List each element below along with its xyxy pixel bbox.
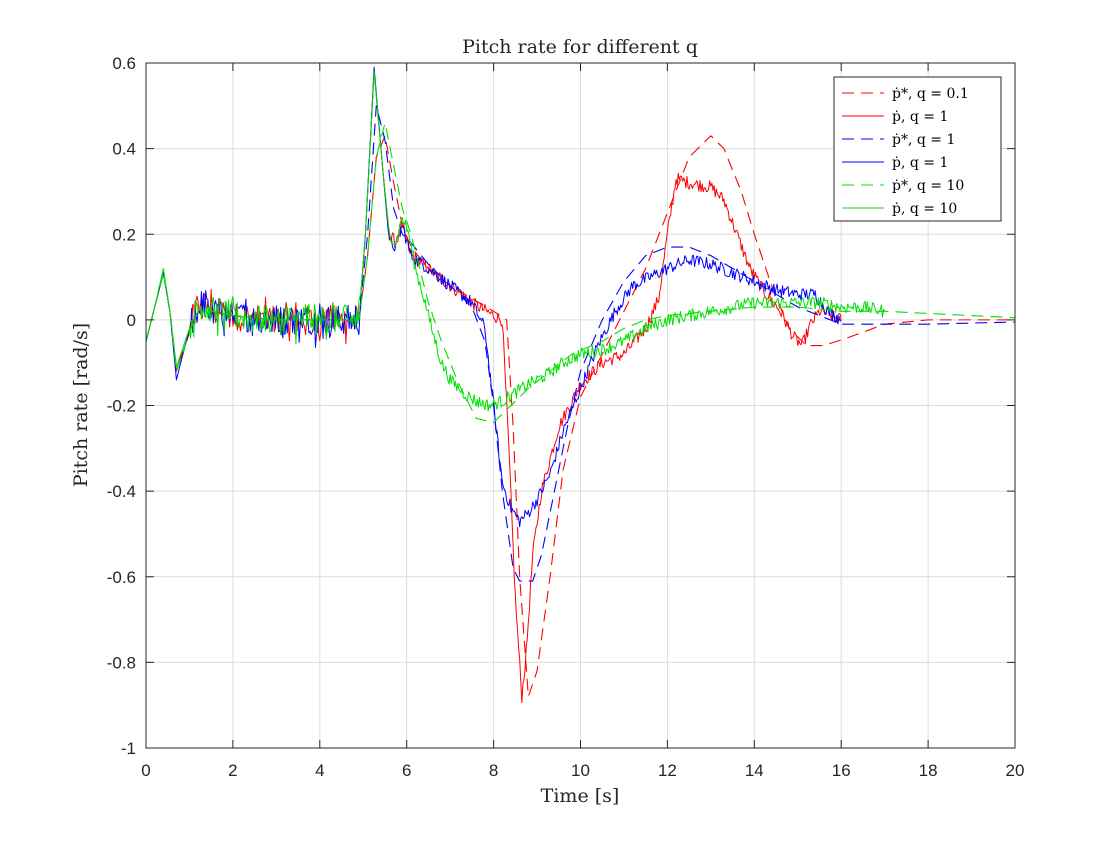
y-tick-label: -0.4 [107,482,136,501]
y-tick-label: 0.6 [112,54,136,73]
x-tick-label: 20 [1006,761,1025,780]
x-tick-label: 18 [919,761,938,780]
x-tick-label: 16 [832,761,851,780]
x-tick-label: 14 [745,761,764,780]
y-tick-label: -0.2 [107,397,136,416]
y-axis-title: Pitch rate [rad/s] [70,323,92,487]
legend-box [833,76,1002,222]
legend-label: ṗ*, q = 1 [892,132,955,148]
x-axis-title: Time [s] [541,785,620,807]
x-tick-label: 12 [658,761,677,780]
series-line-2 [146,71,842,704]
legend-label: ṗ, q = 1 [892,109,948,125]
series-group [146,66,1015,704]
y-tick-label: 0.4 [112,140,136,159]
legend-label: ṗ*, q = 10 [892,178,964,194]
legend-label: ṗ, q = 1 [892,155,948,171]
series-line-6 [146,71,886,412]
chart-title: Pitch rate for different q [462,36,698,58]
x-tick-label: 4 [315,761,324,780]
y-tick-label: 0.2 [112,225,136,244]
x-tick-label: 0 [141,761,150,780]
y-tick-label: 0 [127,311,136,330]
x-tick-label: 6 [402,761,411,780]
y-tick-label: -0.8 [107,653,136,672]
legend-label: ṗ*, q = 0.1 [892,86,969,102]
legend-label: ṗ, q = 10 [892,201,957,217]
x-tick-label: 10 [571,761,590,780]
x-tick-label: 8 [489,761,498,780]
x-tick-label: 2 [228,761,237,780]
legend: ṗ*, q = 0.1 ṗ, q = 1 ṗ*, q = 1 ṗ, q = 1 ṗ*, … [833,76,1002,222]
y-tick-label: -1 [121,739,136,758]
y-tick-label: -0.6 [107,568,136,587]
axis-ticks: 0 2 4 6 8 10 12 14 16 18 20 -1 -0.8 -0.6 -0.4 -0.2 0 0.2 0… [107,54,1025,780]
